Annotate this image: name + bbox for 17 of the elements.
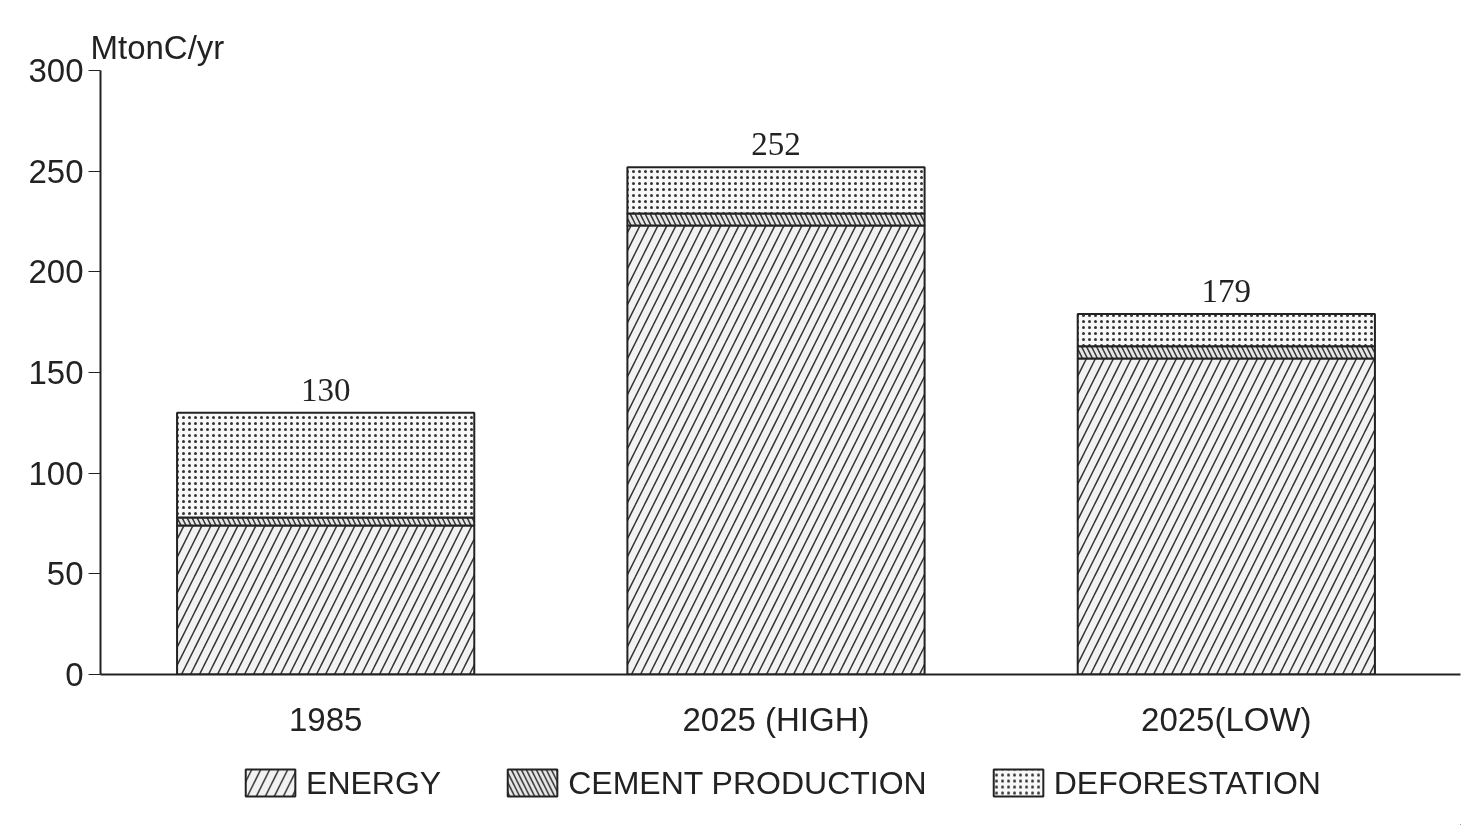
- y-tick-label: 300: [28, 52, 84, 89]
- y-axis-title: MtonC/yr: [90, 28, 225, 66]
- y-tick-label: 100: [28, 454, 84, 492]
- y-tick-label: 200: [28, 253, 84, 291]
- total-label: 179: [1201, 273, 1252, 310]
- total-label: 130: [300, 371, 351, 408]
- legend-label: DEFORESTATION: [1053, 764, 1321, 801]
- y-tick-label: 50: [46, 555, 84, 593]
- y-tick-label: 150: [28, 354, 84, 391]
- y-tick-label: 250: [28, 152, 84, 190]
- total-label: 252: [751, 126, 801, 163]
- y-tick-label: 0: [65, 656, 84, 693]
- legend-label: CEMENT PRODUCTION: [568, 764, 927, 801]
- x-tick-label: 2025 (HIGH): [682, 700, 870, 738]
- x-tick-label: 1985: [288, 700, 363, 738]
- legend-label: ENERGY: [306, 764, 442, 801]
- x-tick-label: 2025(LOW): [1141, 700, 1312, 738]
